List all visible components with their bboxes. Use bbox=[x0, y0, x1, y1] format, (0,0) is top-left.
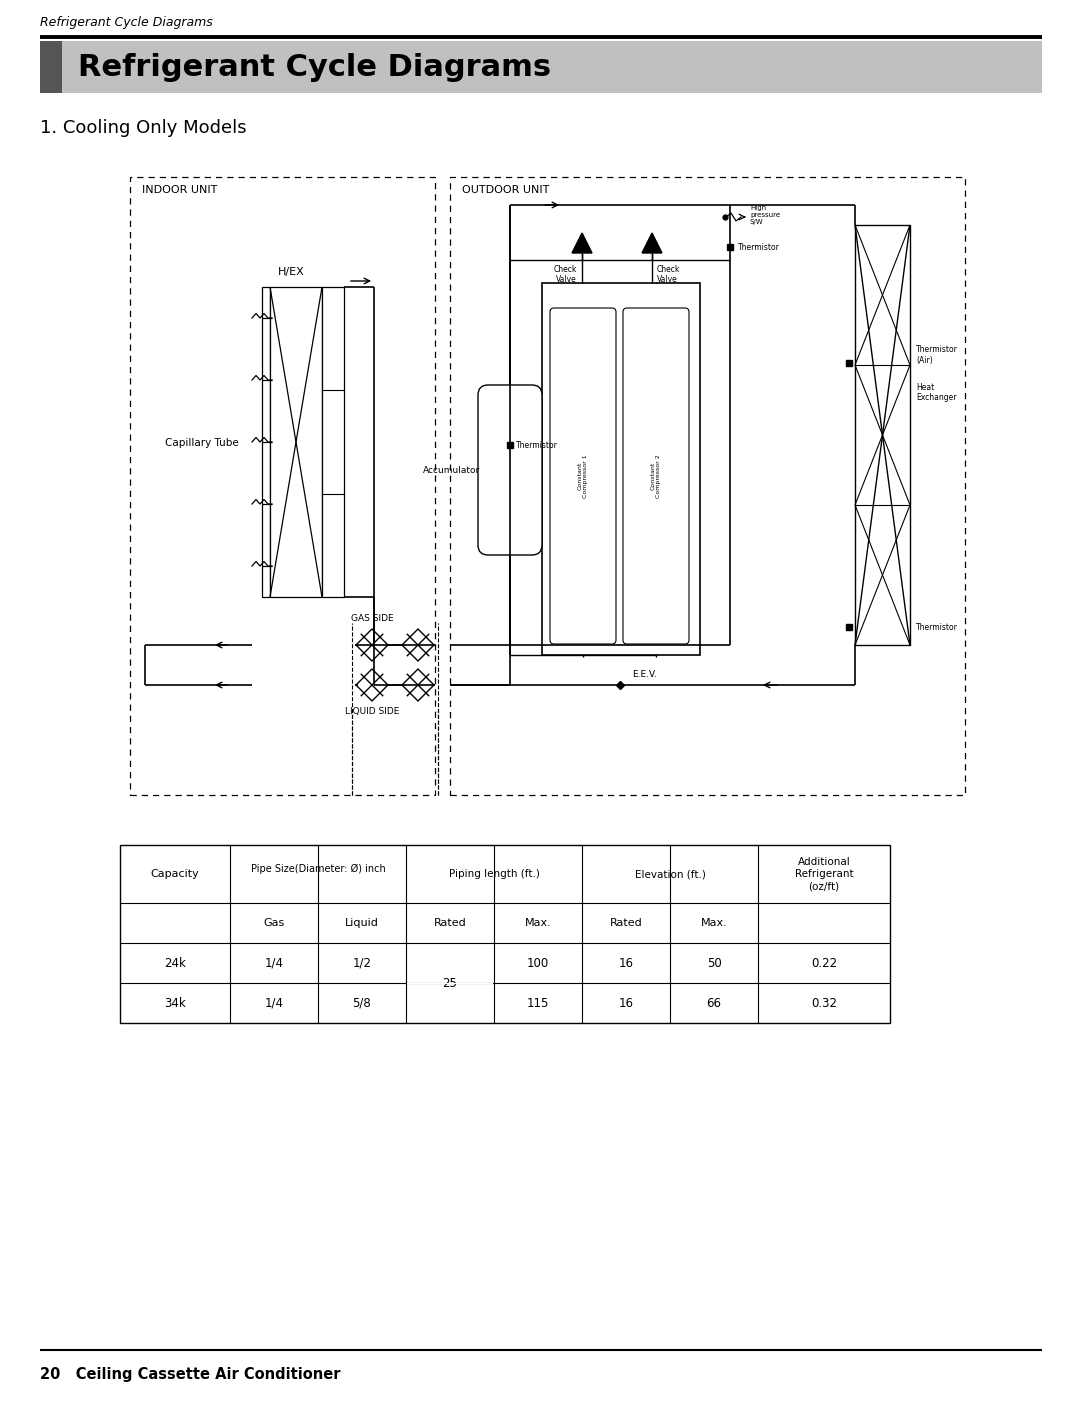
Text: INDOOR UNIT: INDOOR UNIT bbox=[141, 185, 217, 195]
Bar bbox=[40, 41, 62, 93]
Text: Constant
Compressor 2: Constant Compressor 2 bbox=[650, 454, 661, 497]
Text: OUTDOOR UNIT: OUTDOOR UNIT bbox=[462, 185, 550, 195]
FancyBboxPatch shape bbox=[623, 308, 689, 643]
Text: 0.22: 0.22 bbox=[811, 957, 837, 969]
Text: 1. Cooling Only Models: 1. Cooling Only Models bbox=[40, 119, 246, 138]
Text: 115: 115 bbox=[527, 996, 550, 1010]
Text: Constant
Compressor 1: Constant Compressor 1 bbox=[578, 454, 589, 497]
Text: Thermistor: Thermistor bbox=[516, 441, 558, 450]
Text: Check
Valve: Check Valve bbox=[554, 266, 577, 284]
Text: 16: 16 bbox=[619, 957, 634, 969]
Text: Max.: Max. bbox=[525, 917, 552, 927]
Bar bbox=[262, 287, 270, 597]
Text: Piping length (ft.): Piping length (ft.) bbox=[448, 870, 539, 880]
Bar bbox=[542, 282, 700, 655]
Polygon shape bbox=[642, 233, 662, 253]
Text: 16: 16 bbox=[619, 996, 634, 1010]
Text: Thermistor
(Air): Thermistor (Air) bbox=[916, 346, 958, 365]
Text: 25: 25 bbox=[443, 976, 458, 989]
Polygon shape bbox=[572, 233, 592, 253]
Bar bbox=[40, 41, 1042, 93]
Text: 50: 50 bbox=[706, 957, 721, 969]
Text: 66: 66 bbox=[706, 996, 721, 1010]
Text: Capacity: Capacity bbox=[150, 870, 200, 880]
Text: 34k: 34k bbox=[164, 996, 186, 1010]
Text: E.E.V.: E.E.V. bbox=[632, 670, 657, 679]
Text: Refrigerant Cycle Diagrams: Refrigerant Cycle Diagrams bbox=[40, 15, 213, 30]
Text: 1/4: 1/4 bbox=[265, 957, 283, 969]
Text: Capillary Tube: Capillary Tube bbox=[165, 438, 239, 448]
Text: Pipe Size(Diameter: Ø) inch: Pipe Size(Diameter: Ø) inch bbox=[251, 864, 386, 874]
Text: GAS SIDE: GAS SIDE bbox=[351, 614, 393, 622]
Text: Gas: Gas bbox=[264, 917, 285, 927]
Text: High
pressure
S/W: High pressure S/W bbox=[750, 205, 780, 225]
Text: Liquid: Liquid bbox=[346, 917, 379, 927]
Text: Rated: Rated bbox=[609, 917, 643, 927]
Text: Thermistor: Thermistor bbox=[916, 622, 958, 631]
Bar bbox=[130, 177, 435, 795]
Text: LIQUID SIDE: LIQUID SIDE bbox=[345, 707, 400, 717]
Bar bbox=[450, 177, 966, 795]
Bar bbox=[322, 287, 345, 597]
Text: Refrigerant Cycle Diagrams: Refrigerant Cycle Diagrams bbox=[78, 52, 551, 81]
Text: H/EX: H/EX bbox=[278, 267, 305, 277]
Bar bbox=[120, 844, 890, 1023]
Text: Rated: Rated bbox=[434, 917, 467, 927]
FancyBboxPatch shape bbox=[550, 308, 616, 643]
Text: Thermistor: Thermistor bbox=[738, 243, 780, 251]
Text: Additional
Refrigerant
(oz/ft): Additional Refrigerant (oz/ft) bbox=[795, 857, 853, 891]
Text: Max.: Max. bbox=[701, 917, 727, 927]
Text: 20   Ceiling Cassette Air Conditioner: 20 Ceiling Cassette Air Conditioner bbox=[40, 1367, 340, 1383]
Text: 100: 100 bbox=[527, 957, 549, 969]
Text: 1/4: 1/4 bbox=[265, 996, 283, 1010]
Bar bbox=[270, 287, 322, 597]
Bar bbox=[855, 225, 910, 645]
Text: 24k: 24k bbox=[164, 957, 186, 969]
FancyBboxPatch shape bbox=[478, 385, 542, 555]
Text: Heat
Exchanger: Heat Exchanger bbox=[916, 384, 957, 402]
Text: 1/2: 1/2 bbox=[352, 957, 372, 969]
Text: Accumulator: Accumulator bbox=[422, 465, 480, 475]
Text: Elevation (ft.): Elevation (ft.) bbox=[635, 870, 705, 880]
Text: Check
Valve: Check Valve bbox=[657, 266, 680, 284]
Text: 0.32: 0.32 bbox=[811, 996, 837, 1010]
Text: 5/8: 5/8 bbox=[353, 996, 372, 1010]
